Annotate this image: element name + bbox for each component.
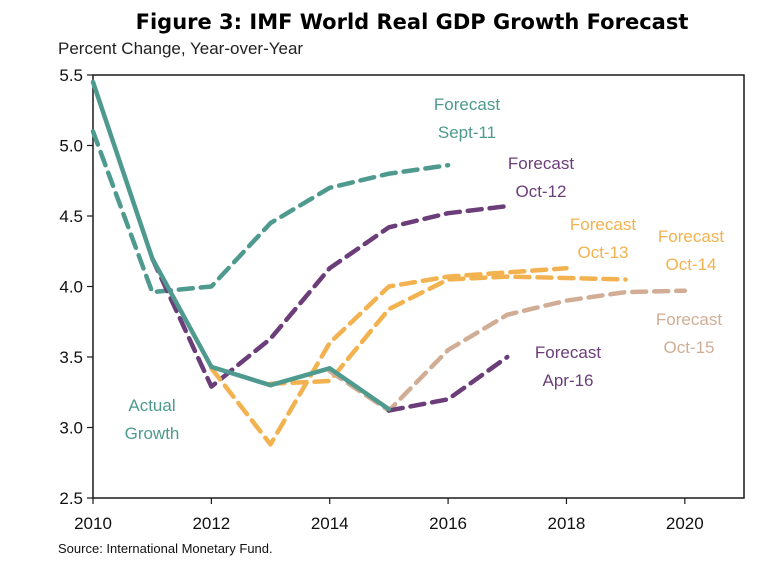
x-axis: 2010 2012 2014 2016 2018 2020 [74,498,704,533]
series-label: Oct-15 [663,338,714,357]
series-line-actual-growth [90,79,392,412]
x-tick-label: 2018 [548,514,586,533]
series-line-forecast-oct-13 [209,265,569,447]
x-tick-label: 2010 [74,514,112,533]
series-label: Oct-14 [665,255,716,274]
chart-title: Figure 3: IMF World Real GDP Growth Fore… [136,10,689,34]
y-tick-label: 4.0 [59,278,83,297]
y-tick-label: 3.0 [59,419,83,438]
series-label: Oct-12 [515,182,566,201]
x-tick-label: 2012 [192,514,230,533]
series-line-forecast-apr-16 [386,354,510,413]
y-tick-label: 4.5 [59,207,83,226]
series-line-forecast-oct-14 [268,274,628,387]
series-labels: ActualGrowthForecastSept-11ForecastOct-1… [125,95,725,443]
series-label: Apr-16 [542,371,593,390]
series-label: Forecast [508,154,574,173]
y-tick-label: 3.5 [59,348,83,367]
series-lines [90,79,688,447]
y-tick-label: 5.0 [59,137,83,156]
chart-subtitle: Percent Change, Year-over-Year [58,39,303,58]
series-label: Forecast [434,95,500,114]
x-tick-label: 2020 [666,514,704,533]
x-tick-label: 2014 [311,514,349,533]
series-label: Sept-11 [438,123,496,142]
series-label: Growth [125,424,180,443]
series-label: Forecast [570,215,636,234]
series-label: Forecast [535,343,601,362]
series-label: Oct-13 [577,243,628,262]
series-label: Actual [128,396,175,415]
chart-source: Source: International Monetary Fund. [58,541,273,556]
y-axis: 2.5 3.0 3.5 4.0 4.5 5.0 5.5 [59,66,93,508]
y-tick-label: 2.5 [59,489,83,508]
series-label: Forecast [656,310,722,329]
x-tick-label: 2016 [429,514,467,533]
series-line-forecast-sept-11 [90,129,451,295]
series-line-forecast-oct-12 [149,203,510,389]
series-line-forecast-oct-15 [327,288,688,413]
y-tick-label: 5.5 [59,66,83,85]
series-label: Forecast [658,227,724,246]
